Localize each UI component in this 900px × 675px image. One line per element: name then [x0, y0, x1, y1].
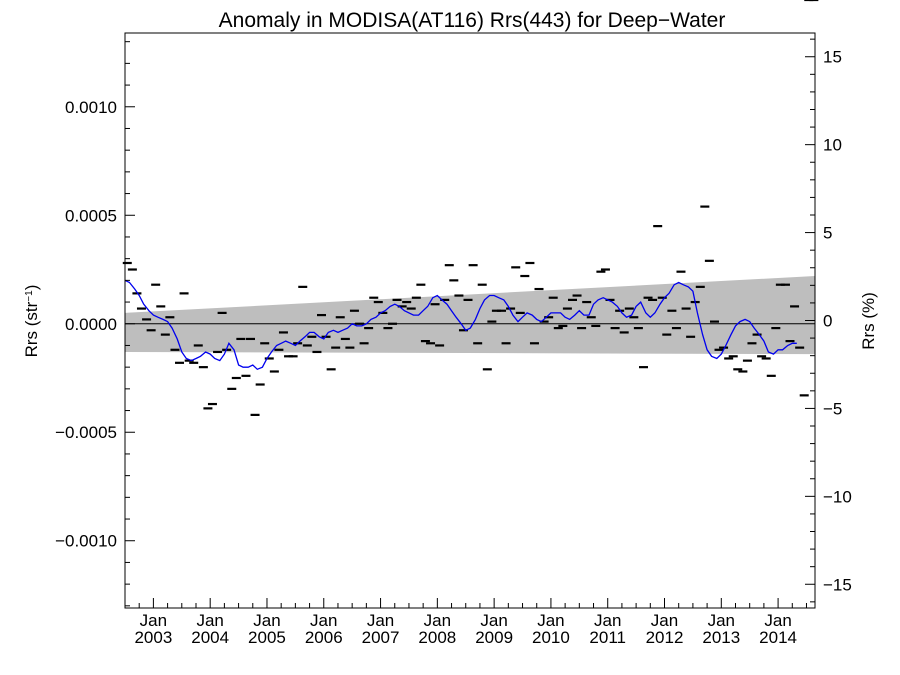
- x-tick-label-month: Jan: [537, 611, 564, 630]
- uncertainty-band: [125, 276, 815, 355]
- y-tick-label-right: 15: [823, 48, 842, 67]
- x-tick-label-year: 2009: [475, 628, 513, 647]
- x-tick-label-month: Jan: [480, 611, 507, 630]
- x-tick-label-year: 2010: [532, 628, 570, 647]
- x-tick-label-year: 2012: [646, 628, 684, 647]
- x-tick-label-year: 2008: [418, 628, 456, 647]
- y-tick-label-left: 0.0010: [65, 98, 117, 117]
- x-tick-label-month: Jan: [651, 611, 678, 630]
- x-tick-label-month: Jan: [310, 611, 337, 630]
- x-tick-label-year: 2013: [702, 628, 740, 647]
- y-tick-label-right: −5: [823, 399, 842, 418]
- y-tick-label-left: −0.0005: [55, 423, 117, 442]
- y-tick-label-left: 0.0005: [65, 206, 117, 225]
- smoothed-anomaly-line: [124, 279, 797, 371]
- y-tick-label-right: 0: [823, 312, 832, 331]
- x-tick-label-year: 2014: [759, 628, 797, 647]
- x-tick-label-year: 2003: [134, 628, 172, 647]
- y-tick-label-left: −0.0010: [55, 532, 117, 551]
- x-tick-label-month: Jan: [140, 611, 167, 630]
- x-tick-label-year: 2007: [362, 628, 400, 647]
- x-tick-label-month: Jan: [196, 611, 223, 630]
- x-tick-label-year: 2005: [248, 628, 286, 647]
- y-axis-label-left-superscript: −1: [24, 290, 35, 302]
- x-tick-label-month: Jan: [253, 611, 280, 630]
- y-tick-label-right: −10: [823, 487, 852, 506]
- y-axis-label-left: Rrs (str−1): [22, 285, 41, 358]
- x-tick-label-year: 2004: [191, 628, 229, 647]
- y-tick-label-left: 0.0000: [65, 315, 117, 334]
- x-tick-label-month: Jan: [708, 611, 735, 630]
- y-tick-label-right: 5: [823, 224, 832, 243]
- x-tick-label-month: Jan: [424, 611, 451, 630]
- x-tick-label-month: Jan: [367, 611, 394, 630]
- x-tick-label-year: 2006: [305, 628, 343, 647]
- x-tick-label-month: Jan: [764, 611, 791, 630]
- plot-area: 0.0010 0.0005 0.0000 −0.0005 −0.0010 15 10 5 0 −5…: [55, 0, 852, 647]
- y-axis-label-right: Rrs (%): [859, 292, 878, 350]
- y-tick-label-right: 10: [823, 136, 842, 155]
- y-tick-label-right: −15: [823, 575, 852, 594]
- chart-title: Anomaly in MODISA(AT116) Rrs(443) for De…: [219, 9, 726, 32]
- x-tick-label-month: Jan: [594, 611, 621, 630]
- x-tick-label-year: 2011: [589, 628, 626, 647]
